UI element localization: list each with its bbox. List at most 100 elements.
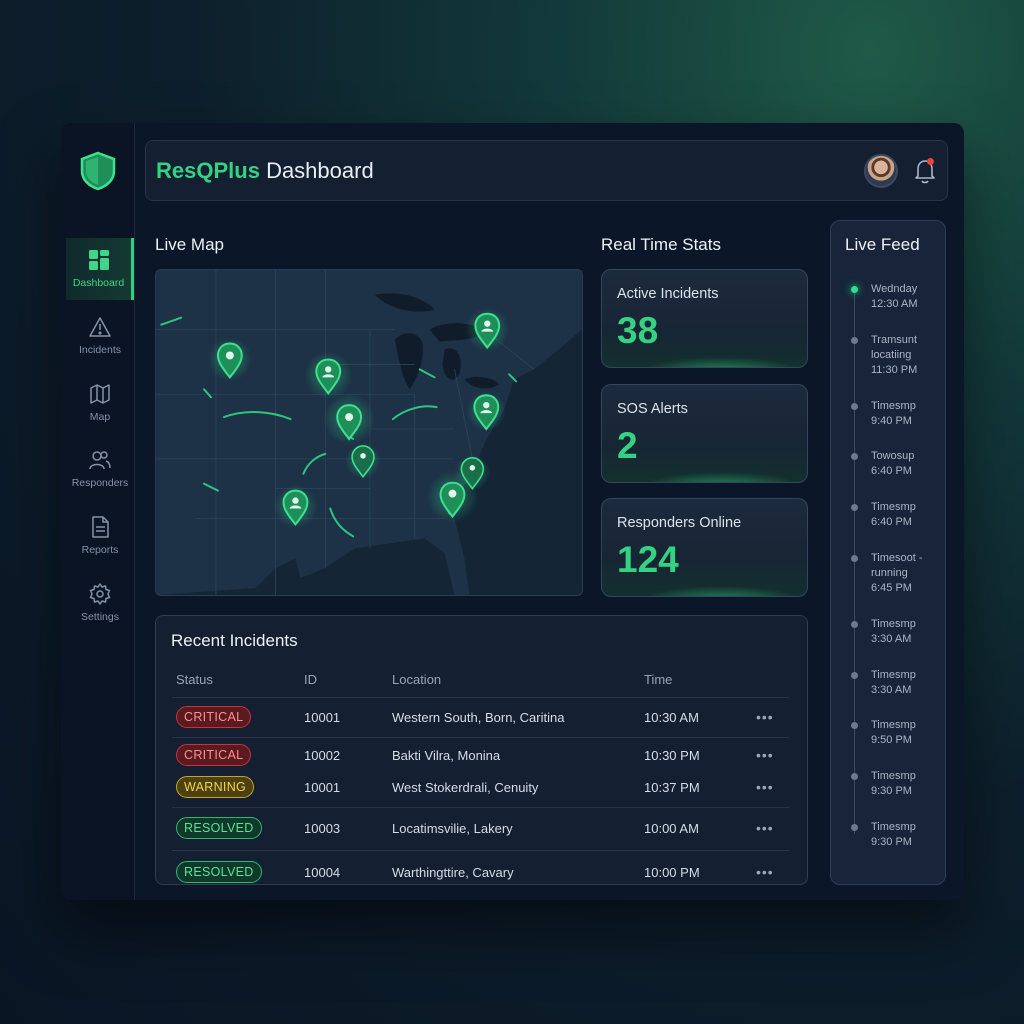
timeline-dot	[851, 722, 858, 729]
sidebar-item-incidents[interactable]: Incidents	[66, 305, 134, 367]
row-more-icon[interactable]: •••	[756, 747, 774, 763]
feed-text-line: Timesmp	[871, 618, 916, 630]
feed-text-line: 12:30 AM	[871, 298, 918, 310]
warning-icon	[89, 317, 111, 337]
feed-text-line: 3:30 AM	[871, 684, 912, 696]
shield-logo-icon	[80, 151, 116, 191]
sidebar: Dashboard Incidents Map Responders Repor…	[61, 123, 135, 900]
row-divider	[172, 807, 789, 808]
incident-id: 10001	[304, 780, 341, 795]
notification-dot	[927, 158, 934, 165]
map-canvas	[156, 270, 582, 595]
sidebar-item-settings[interactable]: Settings	[66, 572, 134, 634]
incident-id: 10003	[304, 821, 341, 836]
sidebar-item-responders[interactable]: Responders	[66, 438, 134, 500]
timeline-dot	[851, 403, 858, 410]
incidents-title: Recent Incidents	[171, 631, 298, 650]
timeline-dot	[851, 824, 858, 831]
status-badge: CRITICAL	[176, 706, 252, 728]
timeline-dot	[851, 286, 858, 293]
status-badge: CRITICAL	[176, 744, 252, 766]
sidebar-item-map[interactable]: Map	[66, 372, 134, 434]
feed-text-line: Timesmp	[871, 501, 916, 513]
title-text: Dashboard	[266, 158, 374, 183]
sidebar-item-label: Dashboard	[72, 277, 125, 289]
feed-text-line: running	[871, 567, 908, 579]
row-divider	[172, 850, 789, 851]
feed-text-line: 9:40 PM	[871, 415, 912, 427]
dashboard-app: Dashboard Incidents Map Responders Repor…	[61, 123, 964, 900]
map-pins[interactable]	[207, 307, 510, 529]
incident-location: Warthingttire, Cavary	[392, 865, 514, 880]
feed-text-line: Timesmp	[871, 770, 916, 782]
feed-text-line: 9:30 PM	[871, 836, 912, 848]
feed-text-line: locatiing	[871, 349, 912, 361]
timeline-dot	[851, 621, 858, 628]
incident-id: 10002	[304, 748, 341, 763]
feed-text-line: 9:30 PM	[871, 785, 912, 797]
users-icon	[89, 451, 111, 470]
sidebar-item-label: Reports	[81, 544, 119, 556]
incident-location: Locatimsvilie, Lakery	[392, 821, 513, 836]
timeline-dot	[851, 555, 858, 562]
top-header: ResQPlus Dashboard	[145, 140, 948, 201]
feed-text-line: Towosup	[871, 450, 915, 462]
row-divider	[172, 697, 789, 698]
column-header-time[interactable]: Time	[644, 672, 673, 687]
timeline-dot	[851, 453, 858, 460]
sidebar-item-label: Incidents	[78, 344, 122, 356]
sidebar-item-label: Responders	[71, 477, 129, 489]
timeline-dot	[851, 672, 858, 679]
timeline-dot	[851, 504, 858, 511]
row-more-icon[interactable]: •••	[756, 820, 774, 836]
recent-incidents-table: Recent Incidents Status ID Location Time…	[155, 615, 808, 885]
column-header-status[interactable]: Status	[176, 672, 213, 687]
incident-time: 10:00 PM	[644, 865, 700, 880]
sidebar-item-label: Map	[89, 411, 111, 423]
avatar[interactable]	[864, 154, 898, 188]
bell-icon[interactable]	[912, 157, 938, 185]
stat-label: Active Incidents	[617, 286, 719, 302]
stat-value: 38	[617, 310, 659, 351]
feed-text-line: Timesoot -	[871, 552, 923, 564]
map-icon	[90, 384, 110, 404]
stats-title: Real Time Stats	[601, 235, 721, 254]
feed-text-line: Timesmp	[871, 669, 916, 681]
feed-text-line: 11:30 PM	[871, 364, 918, 376]
timeline-dot	[851, 337, 858, 344]
row-more-icon[interactable]: •••	[756, 864, 774, 880]
incident-time: 10:30 PM	[644, 748, 700, 763]
sidebar-item-reports[interactable]: Reports	[66, 505, 134, 567]
status-badge: RESOLVED	[176, 817, 262, 839]
document-icon	[92, 516, 109, 538]
stat-label: Responders Online	[617, 515, 742, 531]
brand-name: ResQPlus	[156, 158, 260, 183]
feed-text-line: 9:50 PM	[871, 734, 912, 746]
feed-text-line: 6:45 PM	[871, 582, 912, 594]
incident-location: Western South, Born, Caritina	[392, 710, 565, 725]
stat-card-responders-online[interactable]: Responders Online 124	[601, 498, 808, 597]
stat-label: SOS Alerts	[617, 401, 688, 417]
feed-text-line: 6:40 PM	[871, 465, 912, 477]
stat-value: 2	[617, 425, 638, 466]
column-header-id[interactable]: ID	[304, 672, 317, 687]
row-more-icon[interactable]: •••	[756, 709, 774, 725]
row-more-icon[interactable]: •••	[756, 779, 774, 795]
sidebar-item-dashboard[interactable]: Dashboard	[66, 238, 134, 300]
status-badge: RESOLVED	[176, 861, 262, 883]
live-map-title: Live Map	[155, 235, 224, 254]
gear-icon	[89, 583, 111, 605]
incident-id: 10001	[304, 710, 341, 725]
incident-id: 10004	[304, 865, 341, 880]
incident-location: Bakti Vilra, Monina	[392, 748, 501, 763]
row-divider	[172, 737, 789, 738]
status-badge: WARNING	[176, 776, 255, 798]
stat-card-active-incidents[interactable]: Active Incidents 38	[601, 269, 808, 368]
live-feed: Live Feed Wednday 12:30 AM Tramsunt locati…	[830, 220, 946, 885]
stat-card-sos-alerts[interactable]: SOS Alerts 2	[601, 384, 808, 483]
feed-text-line: 3:30 AM	[871, 633, 912, 645]
feed-text-line: Timesmp	[871, 719, 916, 731]
timeline-dot	[851, 773, 858, 780]
live-map[interactable]	[155, 269, 583, 596]
column-header-location[interactable]: Location	[392, 672, 442, 687]
